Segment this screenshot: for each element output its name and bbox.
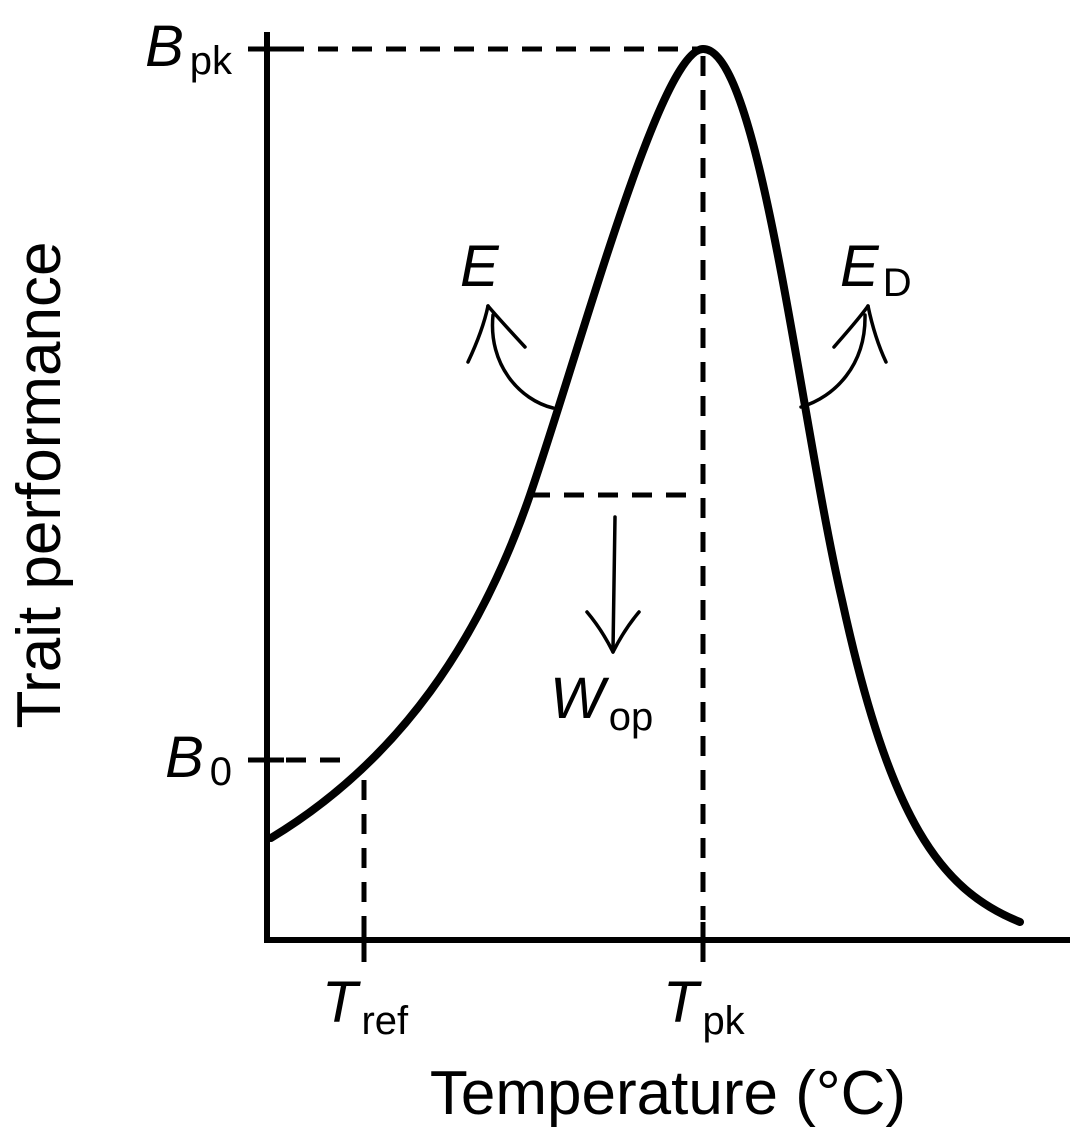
e-d-label-main: E: [840, 234, 880, 299]
x-axis-title: Temperature (°C): [430, 1059, 906, 1128]
t-ref-label-main: T: [322, 970, 361, 1035]
t-pk-label-main: T: [663, 970, 702, 1035]
b-pk-label-sub: pk: [190, 39, 233, 83]
e-d-arrow: [799, 304, 888, 409]
t-pk-label-sub: pk: [702, 999, 745, 1043]
performance-curve: [267, 44, 1024, 926]
t-ref-label-sub: ref: [361, 999, 409, 1043]
e-label: E: [460, 234, 500, 299]
w-op-arrow: [585, 515, 641, 654]
b-0-label-main: B: [165, 725, 204, 790]
w-op-label-sub: op: [609, 695, 654, 739]
y-axis-title: Trait performance: [5, 242, 74, 729]
e-arrow: [466, 304, 555, 410]
b-0-label-sub: 0: [210, 750, 232, 794]
e-d-label-sub: D: [883, 261, 912, 305]
e-label-main: E: [460, 234, 500, 299]
b-pk-label-main: B: [145, 14, 184, 79]
w-op-label-main: W: [550, 666, 610, 731]
